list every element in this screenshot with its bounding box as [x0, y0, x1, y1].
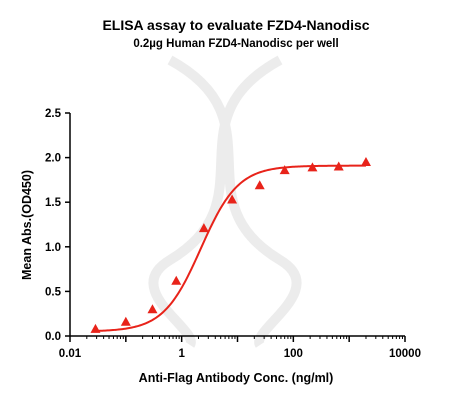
data-point [147, 304, 158, 314]
y-axis-label: Mean Abs.(OD450) [20, 170, 34, 280]
data-point [227, 194, 238, 204]
data-points [90, 157, 371, 333]
fit-curve [95, 164, 366, 332]
data-point [198, 223, 209, 233]
data-point [254, 180, 265, 190]
x-tick-label: 1 [178, 348, 185, 360]
data-point [279, 165, 290, 175]
x-tick-label: 10000 [389, 348, 421, 360]
ticks: 0.0 0.5 1.0 1.5 2.0 2.5 0.01 1 100 10000 [45, 108, 421, 360]
chart-title: ELISA assay to evaluate FZD4-Nanodisc [102, 17, 369, 33]
data-point [360, 157, 371, 167]
x-tick-label: 100 [284, 348, 303, 360]
data-point [171, 275, 182, 285]
dna-watermark [148, 55, 302, 348]
x-axis-label: Anti-Flag Antibody Conc. (ng/ml) [139, 371, 334, 385]
data-point [333, 161, 344, 171]
data-point [307, 162, 318, 172]
y-tick-label: 0.5 [45, 286, 62, 298]
y-tick-label: 2.5 [45, 108, 62, 120]
y-tick-label: 1.5 [45, 197, 62, 209]
x-tick-label: 0.01 [59, 348, 82, 360]
y-tick-label: 2.0 [45, 153, 61, 165]
y-tick-label: 1.0 [45, 242, 61, 254]
data-point [120, 316, 131, 326]
chart-subtitle: 0.2µg Human FZD4-Nanodisc per well [133, 38, 338, 50]
y-tick-label: 0.0 [45, 331, 61, 343]
data-point [90, 323, 101, 333]
